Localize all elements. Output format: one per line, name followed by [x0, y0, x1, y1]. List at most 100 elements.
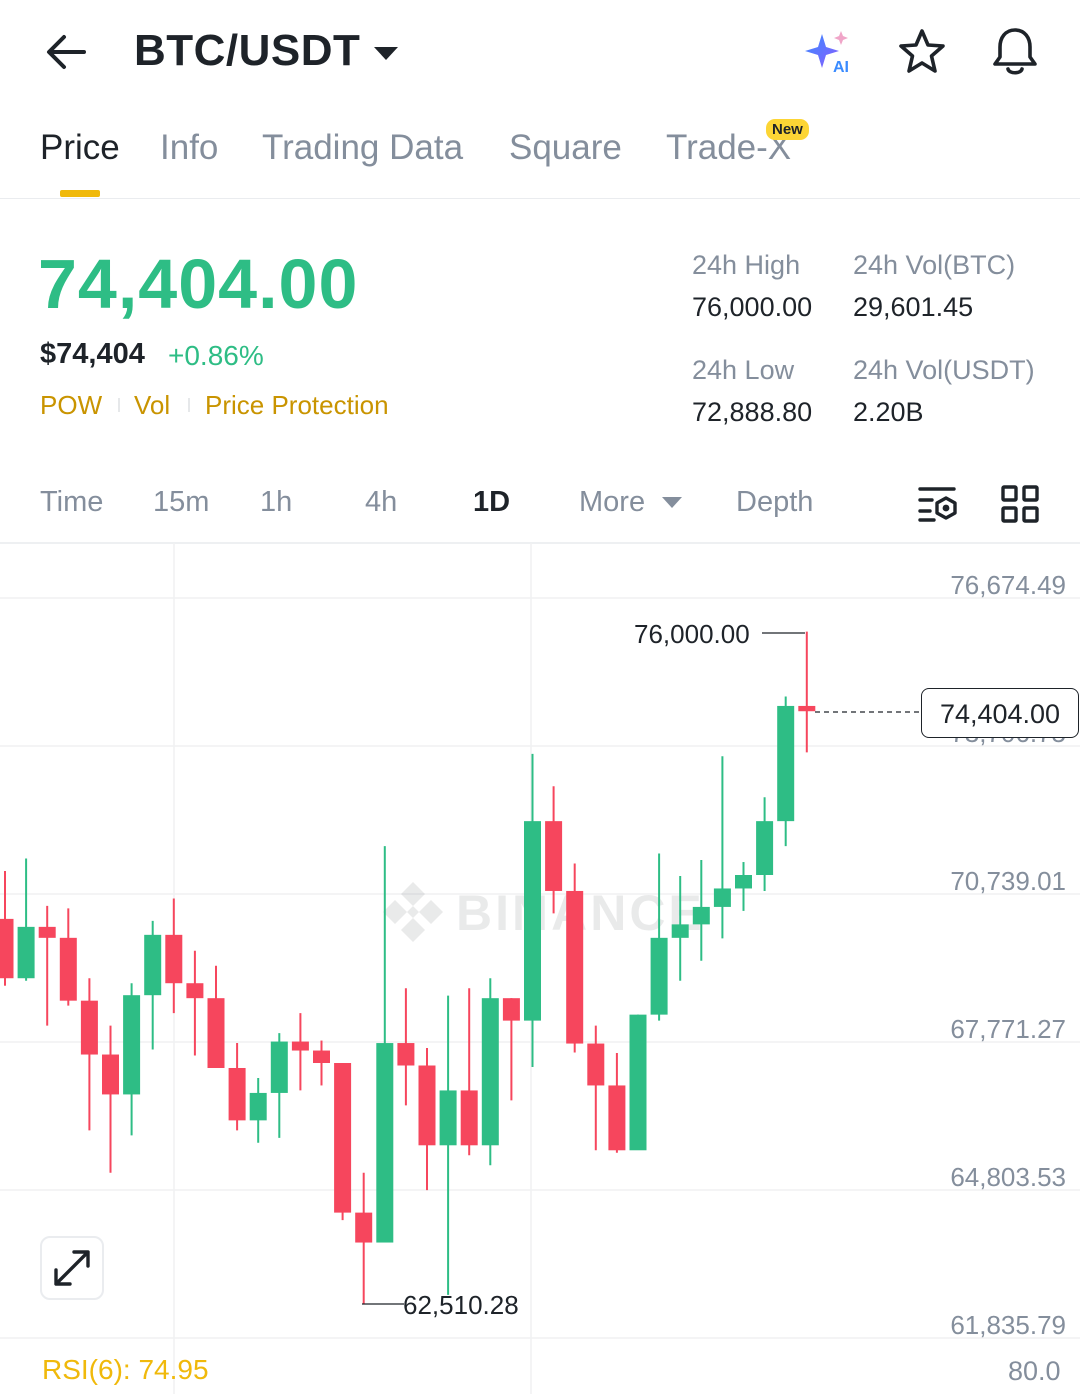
ai-sparkle-icon[interactable]: AI — [802, 28, 858, 76]
stat-24h-vol-usdt-label: 24h Vol(USDT) — [853, 355, 1035, 385]
candle-body — [80, 1000, 98, 1055]
candle — [502, 998, 520, 1101]
stat-24h-vol-btc-value: 29,601.45 — [853, 292, 974, 322]
candle-body — [249, 1092, 267, 1121]
candle-body — [460, 1090, 478, 1146]
candle — [798, 631, 816, 753]
candle — [481, 978, 499, 1166]
chart-markers: 76,000.00 62,510.28 — [362, 619, 921, 1320]
interval-time[interactable]: Time — [40, 486, 104, 518]
interval-4h[interactable]: 4h — [365, 486, 398, 518]
candle — [249, 1077, 267, 1143]
bell-icon[interactable] — [988, 24, 1042, 80]
candle — [545, 786, 563, 914]
indicator-settings-icon[interactable] — [916, 484, 962, 524]
candle — [713, 756, 731, 939]
candle-body — [650, 937, 668, 1015]
candle — [460, 988, 478, 1156]
candle-body — [313, 1050, 330, 1064]
tab-bar: Price Info Trading Data Square Trade-X — [0, 100, 1080, 199]
candle-body — [165, 934, 183, 984]
favorite-star-icon[interactable] — [896, 26, 948, 78]
interval-bar: Time 15m 1h 4h 1D More Depth — [0, 470, 1080, 544]
tag-price-protection[interactable]: Price Protection — [205, 390, 389, 420]
candle — [777, 696, 795, 847]
candle-body — [524, 821, 541, 1021]
interval-15m[interactable]: 15m — [153, 486, 210, 518]
rsi-max-label: 80.0 — [1008, 1356, 1061, 1386]
layout-grid-icon[interactable] — [1000, 484, 1040, 524]
interval-more[interactable]: More — [579, 486, 646, 518]
candle — [0, 871, 14, 986]
tag-pow[interactable]: POW — [40, 390, 103, 420]
candle-body — [291, 1041, 309, 1051]
price-change-percent: +0.86% — [168, 340, 264, 371]
caret-down-icon — [374, 46, 399, 60]
active-tab-indicator — [60, 190, 100, 197]
candle-body — [355, 1212, 373, 1243]
candle — [186, 950, 204, 1056]
candle — [671, 875, 689, 981]
candle-body — [777, 705, 795, 822]
candle — [270, 1033, 288, 1138]
candle-body — [713, 888, 731, 907]
candle-body — [439, 1090, 457, 1146]
watermark-text: BINANCE — [456, 885, 705, 941]
candle — [566, 863, 584, 1053]
tab-info[interactable]: Info — [160, 128, 219, 167]
candle-body — [186, 983, 204, 999]
candle — [80, 978, 98, 1131]
back-arrow-icon[interactable] — [40, 26, 92, 78]
candle — [629, 1014, 647, 1151]
candle — [165, 898, 183, 1014]
y-tick-label: 61,835.79 — [950, 1310, 1066, 1340]
candle — [334, 1063, 352, 1221]
candle-body — [566, 890, 584, 1044]
interval-1h[interactable]: 1h — [260, 486, 293, 518]
candle-body — [502, 998, 520, 1021]
candle-body — [17, 926, 35, 979]
candle — [207, 965, 225, 1068]
candle-body — [608, 1085, 626, 1151]
y-tick-label: 76,674.49 — [950, 570, 1066, 600]
binance-watermark: BINANCE — [383, 882, 705, 942]
candle-body — [397, 1043, 415, 1066]
candle — [608, 1053, 626, 1153]
tag-vol[interactable]: Vol — [134, 390, 171, 420]
low-marker-label: 62,510.28 — [403, 1290, 519, 1320]
candle-body — [228, 1067, 246, 1121]
candle — [376, 846, 394, 1243]
candle — [17, 858, 35, 981]
candle-body — [123, 995, 141, 1095]
interval-depth[interactable]: Depth — [736, 486, 814, 518]
tab-square[interactable]: Square — [509, 128, 622, 167]
y-axis-labels: 76,674.4973,706.7570,739.0167,771.2764,8… — [950, 570, 1066, 1340]
candle-body — [629, 1014, 647, 1151]
candle-body — [798, 705, 816, 712]
y-tick-label: 64,803.53 — [950, 1162, 1066, 1192]
tag-divider — [188, 398, 190, 412]
candle-body — [144, 934, 162, 996]
candle — [418, 1048, 436, 1191]
stat-24h-vol-usdt-value: 2.20B — [853, 397, 924, 427]
tab-price[interactable]: Price — [40, 128, 120, 167]
candle — [355, 1172, 373, 1305]
candle-body — [59, 937, 77, 1001]
tag-divider — [118, 398, 120, 412]
candle-body — [376, 1043, 394, 1243]
pair-title: BTC/USDT — [134, 26, 361, 75]
expand-icon — [54, 1250, 90, 1286]
candle-body — [334, 1063, 352, 1213]
candle — [439, 995, 457, 1295]
candles-group — [0, 631, 816, 1305]
interval-1d[interactable]: 1D — [473, 486, 511, 518]
high-marker-label: 76,000.00 — [634, 619, 750, 649]
current-price-label: 74,404.00 — [921, 688, 1079, 738]
pair-selector[interactable]: BTC/USDT — [134, 26, 399, 76]
candle-body — [735, 875, 752, 889]
expand-chart-button[interactable] — [40, 1236, 104, 1300]
tab-trading-data[interactable]: Trading Data — [262, 128, 464, 167]
candle — [650, 853, 668, 1021]
candle — [524, 753, 541, 1067]
